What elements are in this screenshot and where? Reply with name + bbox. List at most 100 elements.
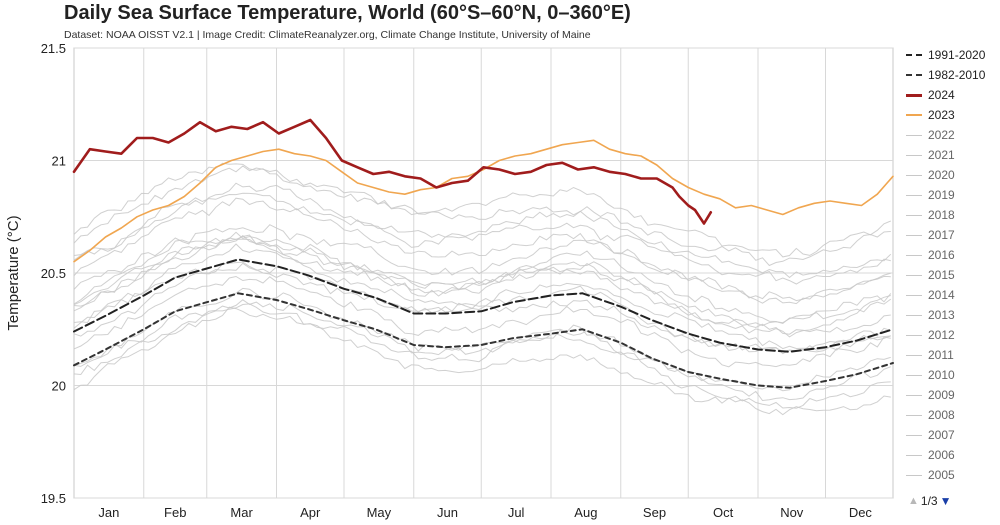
y-tick-label: 20	[52, 379, 66, 394]
legend-swatch	[906, 354, 922, 356]
legend-label: 1991-2020	[928, 48, 986, 62]
legend-label: 2022	[928, 128, 955, 142]
legend-item-2013[interactable]: 2013	[906, 305, 955, 325]
y-tick-labels: 19.5 20 20.5 21 21.5	[41, 41, 66, 506]
series-line-2018	[73, 197, 891, 302]
series-line-2024	[72, 118, 713, 225]
legend-item-2018[interactable]: 2018	[906, 205, 955, 225]
legend-swatch	[906, 454, 922, 456]
legend-label: 2007	[928, 428, 955, 442]
legend-item-2007[interactable]: 2007	[906, 425, 955, 445]
triangle-down-icon[interactable]: ▼	[939, 494, 952, 508]
legend-swatch	[906, 314, 922, 316]
chart-subtitle: Dataset: NOAA OISST V2.1 | Image Credit:…	[64, 29, 591, 41]
legend-swatch	[906, 54, 922, 56]
legend-swatch	[906, 174, 922, 176]
legend-swatch	[906, 214, 922, 216]
legend-item-2023[interactable]: 2023	[906, 105, 955, 125]
legend-swatch	[906, 154, 922, 156]
legend-swatch	[906, 114, 922, 116]
x-tick-label: Nov	[780, 505, 804, 520]
legend-label: 2010	[928, 368, 955, 382]
legend-item-2024[interactable]: 2024	[906, 85, 955, 105]
legend-item-2017[interactable]: 2017	[906, 225, 955, 245]
series-line-2009	[73, 275, 891, 368]
x-tick-label: Aug	[574, 505, 597, 520]
legend-item-2021[interactable]: 2021	[906, 145, 955, 165]
x-tick-label: Jul	[508, 505, 525, 520]
legend-label: 1982-2010	[928, 68, 986, 82]
legend-swatch	[906, 194, 922, 196]
series-line-2013	[73, 234, 891, 338]
legend-item-2012[interactable]: 2012	[906, 325, 955, 345]
legend-swatch	[906, 274, 922, 276]
x-tick-label: Jun	[437, 505, 458, 520]
legend-item-2016[interactable]: 2016	[906, 245, 955, 265]
legend-item-2009[interactable]: 2009	[906, 385, 955, 405]
legend-item-2022[interactable]: 2022	[906, 125, 955, 145]
legend-label: 2020	[928, 168, 955, 182]
legend-swatch	[906, 414, 922, 416]
legend-item-2006[interactable]: 2006	[906, 445, 955, 465]
legend-item-2014[interactable]: 2014	[906, 285, 955, 305]
background-year-lines	[73, 162, 892, 416]
triangle-up-icon[interactable]: ▲	[908, 495, 919, 507]
series-line-2005	[73, 306, 891, 416]
series-line-2020	[73, 182, 891, 285]
series-line-2014	[73, 235, 892, 325]
legend-swatch	[906, 394, 922, 396]
legend-item-2015[interactable]: 2015	[906, 265, 955, 285]
legend-label: 2019	[928, 188, 955, 202]
legend-swatch	[906, 134, 922, 136]
legend-swatch	[906, 74, 922, 76]
pager-label: 1/3	[920, 494, 938, 508]
legend-item-2008[interactable]: 2008	[906, 405, 955, 425]
legend-item-2019[interactable]: 2019	[906, 185, 955, 205]
series-line-1982-2010	[73, 292, 894, 389]
x-tick-label: Jan	[98, 505, 119, 520]
legend-swatch	[906, 334, 922, 336]
series-line-1991-2020	[73, 258, 894, 353]
series-line-2008	[73, 287, 891, 392]
x-tick-label: May	[367, 505, 392, 520]
x-tick-label: Apr	[300, 505, 321, 520]
series-line-2006	[73, 303, 891, 409]
series-line-2017	[73, 224, 891, 305]
legend-item-2005[interactable]: 2005	[906, 465, 955, 485]
legend-swatch	[906, 434, 922, 436]
series-line-2021	[73, 165, 891, 267]
legend-label: 2015	[928, 268, 955, 282]
legend-item-2020[interactable]: 2020	[906, 165, 955, 185]
y-tick-label: 21	[52, 154, 66, 169]
legend-label: 2017	[928, 228, 955, 242]
series-line-2012	[73, 262, 891, 350]
legend-item-1982-2010[interactable]: 1982-2010	[906, 65, 985, 85]
y-tick-label: 19.5	[41, 491, 66, 506]
legend-pager: ▲ 1/3 ▼	[908, 494, 951, 508]
legend-label: 2021	[928, 148, 955, 162]
legend-label: 2016	[928, 248, 955, 262]
legend-item-2010[interactable]: 2010	[906, 365, 955, 385]
y-tick-label: 20.5	[41, 266, 66, 281]
highlight-series-lines	[72, 118, 894, 389]
legend-label: 2012	[928, 328, 955, 342]
x-tick-label: Mar	[230, 505, 253, 520]
y-axis-label: Temperature (°C)	[5, 215, 22, 330]
series-line-2015	[73, 238, 891, 335]
chart-title: Daily Sea Surface Temperature, World (60…	[64, 2, 631, 24]
x-tick-label: Feb	[164, 505, 186, 520]
legend-swatch	[906, 234, 922, 236]
legend-item-2011[interactable]: 2011	[906, 345, 954, 365]
legend-label: 2009	[928, 388, 955, 402]
legend-label: 2006	[928, 448, 955, 462]
series-line-2022	[73, 162, 891, 258]
legend-label: 2011	[928, 348, 954, 362]
legend-label: 2018	[928, 208, 955, 222]
legend-label: 2024	[928, 88, 955, 102]
legend-swatch	[906, 294, 922, 296]
legend-item-1991-2020[interactable]: 1991-2020	[906, 45, 985, 65]
legend-swatch	[906, 474, 922, 476]
legend-swatch	[906, 374, 922, 376]
x-tick-label: Oct	[713, 505, 734, 520]
